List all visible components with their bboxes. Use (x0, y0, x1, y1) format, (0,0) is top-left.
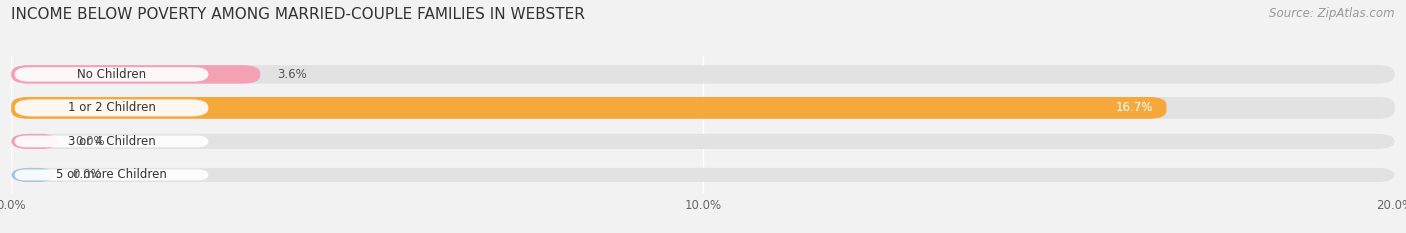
FancyBboxPatch shape (11, 168, 1395, 182)
FancyBboxPatch shape (14, 67, 208, 82)
FancyBboxPatch shape (14, 136, 208, 147)
FancyBboxPatch shape (11, 134, 1395, 149)
Text: Source: ZipAtlas.com: Source: ZipAtlas.com (1270, 7, 1395, 20)
Text: 0.0%: 0.0% (72, 168, 101, 182)
Text: 5 or more Children: 5 or more Children (56, 168, 167, 182)
FancyBboxPatch shape (14, 169, 208, 180)
FancyBboxPatch shape (11, 97, 1167, 119)
Text: 0.0%: 0.0% (76, 135, 105, 148)
Text: 1 or 2 Children: 1 or 2 Children (67, 101, 156, 114)
Text: 3.6%: 3.6% (277, 68, 308, 81)
FancyBboxPatch shape (11, 168, 55, 182)
FancyBboxPatch shape (11, 97, 1395, 119)
Text: INCOME BELOW POVERTY AMONG MARRIED-COUPLE FAMILIES IN WEBSTER: INCOME BELOW POVERTY AMONG MARRIED-COUPL… (11, 7, 585, 22)
Text: No Children: No Children (77, 68, 146, 81)
Text: 16.7%: 16.7% (1115, 101, 1153, 114)
FancyBboxPatch shape (14, 99, 208, 116)
Text: 3 or 4 Children: 3 or 4 Children (67, 135, 156, 148)
FancyBboxPatch shape (11, 134, 58, 149)
FancyBboxPatch shape (11, 65, 260, 84)
FancyBboxPatch shape (11, 65, 1395, 84)
